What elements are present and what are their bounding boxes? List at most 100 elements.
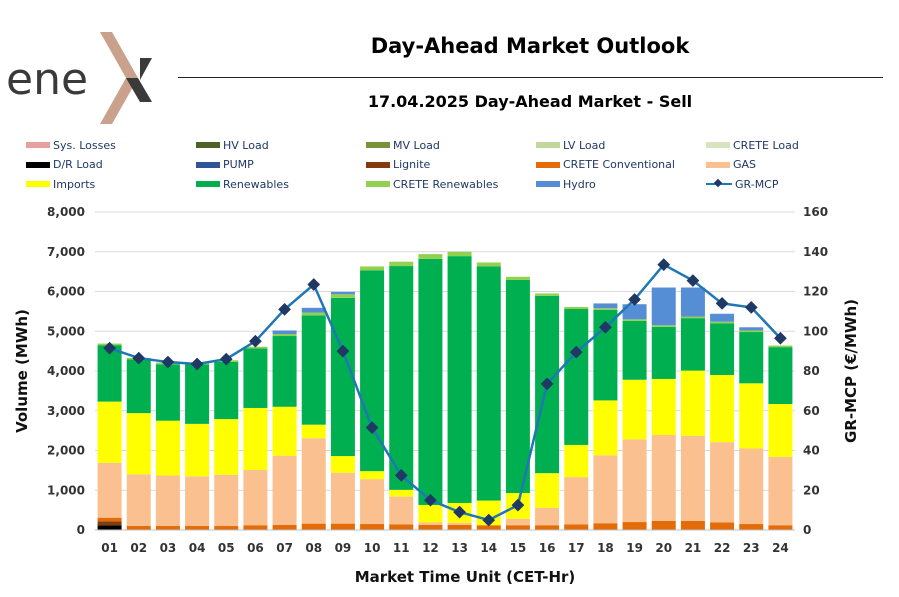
legend-swatch xyxy=(26,142,50,148)
bar-imports-18 xyxy=(593,400,618,456)
legend-label: Lignite xyxy=(393,158,431,171)
bar-hydro-18 xyxy=(593,303,618,309)
bar-renewables-20 xyxy=(651,326,676,379)
y2-tick-label: 160 xyxy=(803,205,828,219)
bar-crete-conventional-20 xyxy=(651,520,676,530)
x-tick-label: 10 xyxy=(364,541,381,555)
bar-renewables-19 xyxy=(622,320,647,380)
legend-item-hv-load: HV Load xyxy=(196,136,269,154)
legend-label: CRETE Conventional xyxy=(563,158,675,171)
legend-label: CRETE Load xyxy=(733,138,799,152)
bar-d-r-load-01 xyxy=(97,525,122,530)
bar-renewables-12 xyxy=(418,258,443,505)
x-tick-label: 14 xyxy=(480,541,497,555)
bar-imports-20 xyxy=(651,378,676,435)
mcp-point-11 xyxy=(394,468,408,482)
bar-gas-10 xyxy=(360,479,385,525)
bar-imports-04 xyxy=(185,423,210,477)
mcp-line xyxy=(109,263,782,522)
legend-item-gas: GAS xyxy=(706,156,756,174)
y-tick-label: 3,000 xyxy=(47,404,85,418)
bar-crete-renewables-10 xyxy=(360,266,385,271)
bar-crete-conventional-09 xyxy=(330,523,355,530)
mcp-point-01 xyxy=(103,341,116,355)
bar-gas-02 xyxy=(126,474,151,527)
bar-crete-renewables-18 xyxy=(593,308,618,310)
legend-label: Hydro xyxy=(563,177,596,191)
bar-crete-conventional-16 xyxy=(535,525,560,530)
bar-imports-01 xyxy=(97,401,122,463)
bar-crete-conventional-06 xyxy=(243,525,268,530)
bar-lignite-01 xyxy=(97,521,122,526)
bar-crete-conventional-22 xyxy=(710,522,735,530)
legend-swatch xyxy=(196,181,220,187)
logo-chevron-lower-icon xyxy=(126,78,152,102)
y-tick-label: 2,000 xyxy=(47,444,85,458)
chart-gridlines xyxy=(95,211,795,491)
bar-gas-21 xyxy=(680,435,705,521)
legend-item-imports: Imports xyxy=(26,175,95,193)
x-tick-label: 21 xyxy=(685,541,702,555)
bar-crete-renewables-16 xyxy=(535,293,560,296)
bar-crete-conventional-13 xyxy=(447,524,472,530)
legend-item-pump: PUMP xyxy=(196,156,254,174)
bar-gas-08 xyxy=(301,438,326,524)
bar-imports-06 xyxy=(243,407,268,470)
bar-crete-conventional-24 xyxy=(768,525,793,530)
mcp-point-05 xyxy=(219,352,233,366)
bar-crete-renewables-07 xyxy=(272,334,297,337)
bar-crete-conventional-17 xyxy=(564,524,589,530)
bar-crete-conventional-08 xyxy=(301,523,326,530)
legend-swatch xyxy=(26,181,50,187)
legend-label: LV Load xyxy=(563,138,606,152)
bar-crete-renewables-13 xyxy=(447,251,472,257)
bar-renewables-10 xyxy=(360,270,385,472)
chart-legend: Sys. Losses HV Load MV Load LV Load CRETE Lo… xyxy=(26,136,886,198)
bar-renewables-17 xyxy=(564,308,589,445)
legend-item-crete-load: CRETE Load xyxy=(706,136,799,154)
bar-imports-17 xyxy=(564,444,589,478)
bar-crete-conventional-05 xyxy=(214,526,239,530)
mcp-point-10 xyxy=(365,421,379,435)
legend-label: PUMP xyxy=(223,158,254,171)
x-tick-label: 15 xyxy=(510,541,527,555)
x-tick-label: 12 xyxy=(422,541,439,555)
bar-gas-12 xyxy=(418,522,443,525)
bar-gas-11 xyxy=(389,496,414,525)
legend-swatch xyxy=(196,161,220,168)
bar-crete-renewables-09 xyxy=(330,294,355,298)
bar-hydro-22 xyxy=(710,313,735,322)
bar-renewables-24 xyxy=(768,347,793,404)
bar-renewables-09 xyxy=(330,297,355,457)
x-tick-label: 03 xyxy=(160,541,177,555)
legend-swatch xyxy=(536,161,560,168)
x-tick-label: 04 xyxy=(189,541,206,555)
bar-hydro-19 xyxy=(622,304,647,320)
y2-tick-label: 60 xyxy=(803,404,820,418)
bar-crete-conventional-12 xyxy=(418,524,443,530)
bar-crete-renewables-24 xyxy=(768,345,793,348)
logo-wordmark: ene xyxy=(6,54,88,105)
bar-hydro-07 xyxy=(272,330,297,335)
bar-crete-conventional-19 xyxy=(622,522,647,530)
legend-label: D/R Load xyxy=(53,158,103,171)
bar-gas-20 xyxy=(651,434,676,521)
bar-imports-12 xyxy=(418,504,443,523)
x-tick-label: 06 xyxy=(247,541,264,555)
bar-gas-17 xyxy=(564,477,589,525)
x-tick-label: 08 xyxy=(305,541,322,555)
page-subtitle: 17.04.2025 Day-Ahead Market - Sell xyxy=(367,92,693,111)
legend-item-mv-load: MV Load xyxy=(366,136,440,154)
bar-imports-03 xyxy=(155,420,180,476)
legend-label: HV Load xyxy=(223,138,269,152)
bar-crete-conventional-21 xyxy=(680,520,705,530)
bar-gas-22 xyxy=(710,442,735,523)
legend-label: Sys. Losses xyxy=(53,138,116,152)
bar-renewables-13 xyxy=(447,256,472,503)
legend-item-hydro: Hydro xyxy=(536,175,596,193)
bar-gas-01 xyxy=(97,462,122,518)
chart-bars xyxy=(97,251,793,530)
y2-tick-label: 120 xyxy=(803,285,828,299)
legend-swatch xyxy=(26,161,50,168)
x-tick-label: 07 xyxy=(276,541,293,555)
